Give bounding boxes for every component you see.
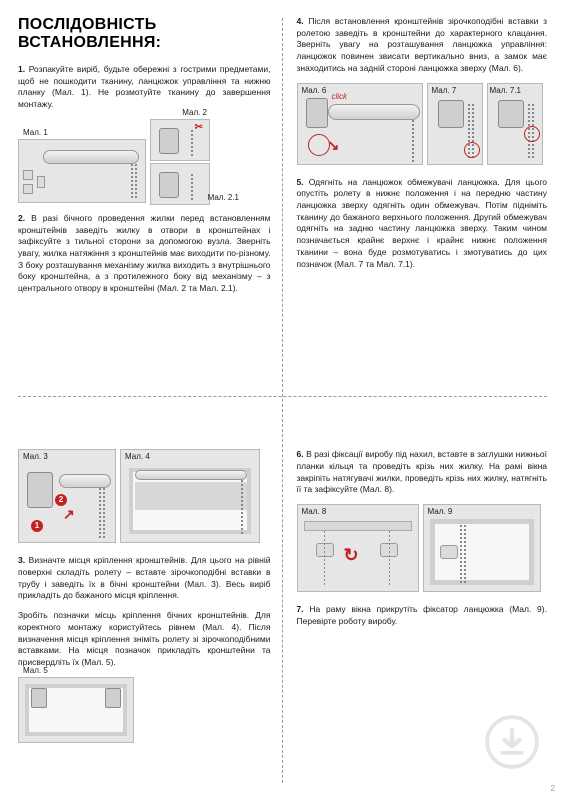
highlight-circle-icon bbox=[524, 126, 540, 142]
step-5-text: 5. Одягніть на ланцюжок обмежувачі ланцю… bbox=[297, 177, 548, 271]
click-label: click bbox=[332, 92, 348, 101]
figure-5: Мал. 5 bbox=[18, 677, 134, 743]
step-3b-body: Зробіть позначки місць кріплення бічних … bbox=[18, 610, 271, 667]
figure-row-4: Мал. 8 ↻ Мал. 9 bbox=[297, 504, 548, 596]
step-3b-text: Зробіть позначки місць кріплення бічних … bbox=[18, 610, 271, 669]
step-2-text: 2. В разі бічного проведення жилки перед… bbox=[18, 213, 271, 295]
figure-9: Мал. 9 bbox=[423, 504, 541, 592]
step-4-body: Після встановлення кронштейнів зірочкопо… bbox=[297, 16, 548, 73]
arrow-icon: ↘ bbox=[328, 137, 340, 154]
page-number: 2 bbox=[551, 784, 555, 793]
figure-5-label: Мал. 5 bbox=[23, 666, 48, 675]
figure-3-label: Мал. 3 bbox=[23, 452, 48, 461]
figure-7-1-label: Мал. 7.1 bbox=[490, 86, 521, 95]
step-3a-body: Визначте місця кріплення кронштейнів. Дл… bbox=[18, 555, 271, 600]
figure-9-label: Мал. 9 bbox=[428, 507, 453, 516]
step-6-body: В разі фіксації виробу під нахил, вставт… bbox=[297, 449, 548, 494]
step-1-text: 1. Розпакуйте виріб, будьте обережні з г… bbox=[18, 64, 271, 111]
horizontal-divider bbox=[18, 396, 547, 397]
vertical-divider bbox=[282, 18, 283, 783]
instruction-page: ПОСЛІДОВНІСТЬ ВСТАНОВЛЕННЯ: 1. Розпакуйт… bbox=[0, 0, 565, 799]
step-7-body: На раму вікна прикрутіть фіксатор ланцюж… bbox=[297, 604, 547, 626]
figure-2-label: Мал. 2 bbox=[182, 108, 207, 117]
figure-8-label: Мал. 8 bbox=[302, 507, 327, 516]
scissors-icon: ✂ bbox=[195, 122, 203, 133]
figure-2: Мал. 2 ✂ bbox=[150, 119, 210, 161]
arrow-icon: ↗ bbox=[63, 506, 75, 523]
figure-row-3: Мал. 6 click ↘ Мал. 7 Мал. 7.1 bbox=[297, 83, 548, 169]
quadrant-top-right: 4. Після встановлення кронштейнів зірочк… bbox=[283, 16, 548, 396]
figure-2-1: Мал. 2.1 bbox=[150, 163, 210, 205]
step-number-badge: 1 bbox=[31, 520, 43, 532]
figure-7: Мал. 7 bbox=[427, 83, 483, 165]
watermark-icon bbox=[485, 715, 539, 769]
highlight-circle-icon bbox=[308, 134, 330, 156]
figure-7-label: Мал. 7 bbox=[432, 86, 457, 95]
figure-4: Мал. 4 bbox=[120, 449, 260, 543]
step-1-body: Розпакуйте виріб, будьте обережні з гост… bbox=[18, 64, 271, 109]
step-4-text: 4. Після встановлення кронштейнів зірочк… bbox=[297, 16, 548, 75]
figure-row-2: Мал. 3 2 1 ↗ Мал. 4 bbox=[18, 449, 271, 547]
quadrant-bottom-left: Мал. 3 2 1 ↗ Мал. 4 3. Визначте місця кр… bbox=[18, 435, 283, 787]
figure-4-label: Мал. 4 bbox=[125, 452, 150, 461]
page-title: ПОСЛІДОВНІСТЬ ВСТАНОВЛЕННЯ: bbox=[18, 16, 271, 52]
step-6-text: 6. В разі фіксації виробу під нахил, вст… bbox=[297, 449, 548, 496]
arrow-curve-icon: ↻ bbox=[344, 545, 359, 566]
figure-1: Мал. 1 bbox=[18, 139, 146, 203]
figure-row-1: Мал. 1 Мал. 2 ✂ Мал. 2.1 bbox=[18, 119, 271, 205]
figure-6-label: Мал. 6 bbox=[302, 86, 327, 95]
figure-1-label: Мал. 1 bbox=[23, 128, 48, 137]
figure-7-1: Мал. 7.1 bbox=[487, 83, 543, 165]
figure-6: Мал. 6 click ↘ bbox=[297, 83, 423, 165]
quadrant-top-left: ПОСЛІДОВНІСТЬ ВСТАНОВЛЕННЯ: 1. Розпакуйт… bbox=[18, 16, 283, 396]
step-7-text: 7. На раму вікна прикрутіть фіксатор лан… bbox=[297, 604, 548, 627]
step-5-body: Одягніть на ланцюжок обмежувачі ланцюжка… bbox=[297, 177, 548, 269]
figure-3: Мал. 3 2 1 ↗ bbox=[18, 449, 116, 543]
step-3a-text: 3. Визначте місця кріплення кронштейнів.… bbox=[18, 555, 271, 602]
step-2-body: В разі бічного проведення жилки перед вс… bbox=[18, 213, 271, 293]
figure-8: Мал. 8 ↻ bbox=[297, 504, 419, 592]
step-number-badge: 2 bbox=[55, 494, 67, 506]
figure-2-1-label: Мал. 2.1 bbox=[208, 193, 239, 202]
highlight-circle-icon bbox=[464, 142, 480, 158]
